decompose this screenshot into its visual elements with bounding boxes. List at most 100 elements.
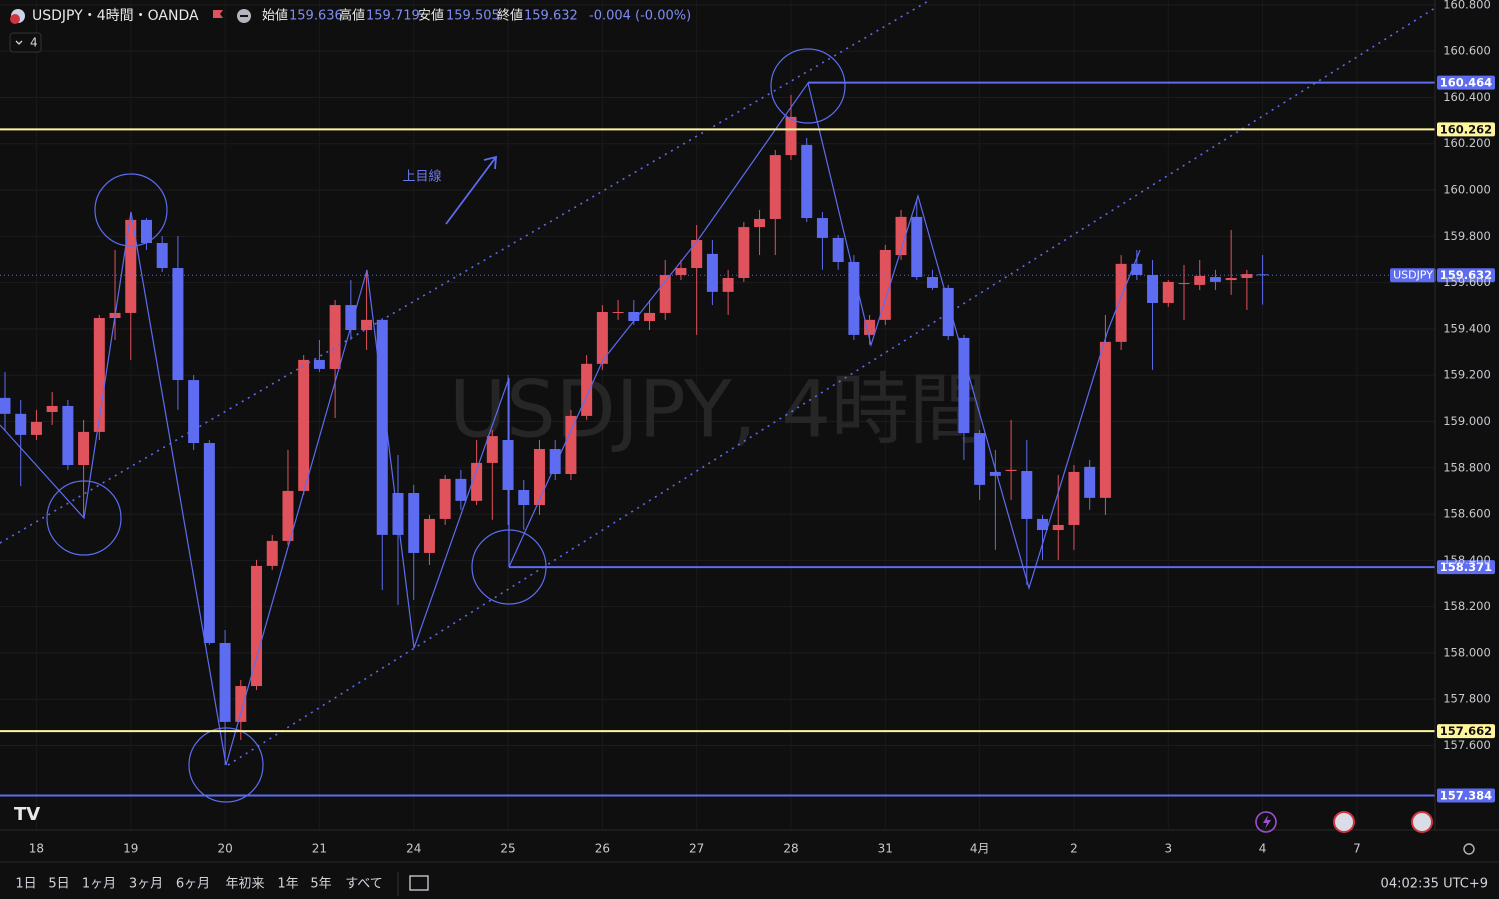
flag-icon bbox=[10, 14, 20, 24]
flag-mark bbox=[213, 10, 223, 18]
x-tick-label: 28 bbox=[783, 842, 798, 856]
candle-body bbox=[518, 489, 530, 506]
x-tick-label: 31 bbox=[878, 842, 893, 856]
candle-body bbox=[0, 397, 11, 414]
candle-body bbox=[298, 359, 310, 491]
symbol-badge bbox=[1390, 268, 1436, 283]
y-tick-label: 158.400 bbox=[1443, 553, 1491, 567]
x-axis: 160.800 160.600 160.400 160.200 160.000 159.8… bbox=[29, 0, 1491, 856]
y-tick-label: 159.400 bbox=[1443, 321, 1491, 335]
interval-label[interactable]: 4 bbox=[30, 36, 38, 50]
candle-body bbox=[140, 219, 152, 244]
candle-body bbox=[203, 443, 215, 643]
price-badge-label: 157.662 bbox=[1440, 724, 1492, 738]
price-badge-label: 160.262 bbox=[1440, 122, 1492, 136]
range-button[interactable]: 5日 bbox=[48, 877, 69, 892]
logo: TV bbox=[14, 804, 40, 825]
range-button[interactable]: 6ヶ月 bbox=[176, 877, 210, 892]
candle-body bbox=[235, 686, 247, 722]
x-tick-label: 18 bbox=[29, 842, 44, 856]
interval-button[interactable] bbox=[9, 32, 42, 53]
candle-body bbox=[361, 319, 373, 331]
candle-body bbox=[486, 436, 498, 463]
candle-body bbox=[832, 237, 844, 263]
circle-marker bbox=[188, 727, 264, 803]
y-tick-label: 160.000 bbox=[1443, 183, 1491, 197]
overlay: 160.464 160.262 158.371 157.662 157.384 USDJP… bbox=[0, 75, 1495, 803]
price-badge bbox=[1437, 122, 1495, 137]
event-icon[interactable] bbox=[1255, 811, 1277, 833]
y-tick-label: 158.200 bbox=[1443, 599, 1491, 613]
candle-body bbox=[706, 253, 718, 292]
candle-body bbox=[895, 216, 907, 256]
candle-body bbox=[958, 337, 970, 434]
candle-body bbox=[754, 218, 766, 228]
candle-body bbox=[1147, 274, 1159, 303]
candle-body bbox=[926, 277, 938, 288]
candle-body bbox=[801, 144, 813, 219]
candle-body bbox=[62, 405, 74, 465]
candle-body bbox=[15, 413, 27, 435]
candle-body bbox=[1178, 283, 1190, 285]
x-tick-label: 21 bbox=[312, 842, 327, 856]
candle-body bbox=[423, 518, 435, 553]
range-button[interactable]: 1年 bbox=[277, 877, 298, 892]
candle-body bbox=[533, 449, 545, 506]
range-button[interactable]: 1日 bbox=[15, 877, 36, 892]
price-badge bbox=[1437, 268, 1495, 283]
ohlc-value: 159.632 bbox=[524, 9, 578, 24]
candle-body bbox=[659, 274, 671, 313]
clock: 04:02:35 UTC+9 bbox=[1381, 877, 1488, 892]
candle-body bbox=[565, 415, 577, 475]
candle-body bbox=[1099, 341, 1111, 498]
event-icon[interactable] bbox=[1411, 811, 1433, 833]
date-range-icon[interactable] bbox=[409, 875, 429, 891]
candle-body bbox=[471, 462, 483, 501]
symbol-title: USDJPY・4時間・OANDA bbox=[32, 8, 199, 24]
candle-body bbox=[1257, 274, 1269, 276]
change: -0.004 (-0.00%) bbox=[589, 9, 691, 24]
y-tick-label: 157.800 bbox=[1443, 692, 1491, 706]
candle-body bbox=[313, 359, 325, 369]
chevron bbox=[15, 40, 23, 45]
x-tick-label: 2 bbox=[1070, 842, 1078, 856]
candle-body bbox=[392, 493, 404, 535]
x-tick-label: 19 bbox=[123, 842, 138, 856]
candle-body bbox=[376, 319, 388, 535]
candle-body bbox=[219, 642, 231, 722]
price-badge bbox=[1437, 788, 1495, 803]
channel-line bbox=[0, 0, 931, 544]
candle-body bbox=[329, 305, 341, 369]
candle-body bbox=[1115, 263, 1127, 342]
candle-body bbox=[974, 433, 986, 485]
arrow-head bbox=[483, 155, 498, 170]
candle-body bbox=[1225, 277, 1237, 281]
drawings bbox=[0, 0, 1436, 803]
annotation: 上目線 bbox=[402, 169, 441, 185]
range-button[interactable]: 1ヶ月 bbox=[82, 877, 116, 892]
range-button[interactable]: 5年 bbox=[310, 877, 331, 892]
settings-icon[interactable] bbox=[1463, 843, 1475, 855]
candle-body bbox=[455, 478, 467, 501]
range-button[interactable]: 3ヶ月 bbox=[129, 877, 163, 892]
range-button[interactable]: すべて bbox=[345, 877, 383, 892]
candle-body bbox=[46, 405, 58, 412]
candle-body bbox=[172, 268, 184, 381]
candle-body bbox=[78, 431, 90, 465]
candle-body bbox=[675, 268, 687, 275]
candle-body bbox=[1131, 263, 1143, 275]
x-tick-label: 7 bbox=[1353, 842, 1361, 856]
event-icon[interactable] bbox=[1333, 811, 1355, 833]
y-tick-label: 158.800 bbox=[1443, 460, 1491, 474]
range-button[interactable]: 年初来 bbox=[225, 877, 264, 892]
candle-body bbox=[848, 262, 860, 335]
price-badge-label: 159.632 bbox=[1440, 268, 1492, 282]
price-badge bbox=[1437, 75, 1495, 90]
candle-body bbox=[251, 565, 263, 687]
price-badge-label: 157.384 bbox=[1440, 789, 1492, 803]
candle-body bbox=[1241, 274, 1253, 278]
y-tick-label: 158.600 bbox=[1443, 507, 1491, 521]
candle-body bbox=[1037, 518, 1049, 531]
candle-body bbox=[769, 155, 781, 219]
candle-body bbox=[644, 312, 656, 322]
